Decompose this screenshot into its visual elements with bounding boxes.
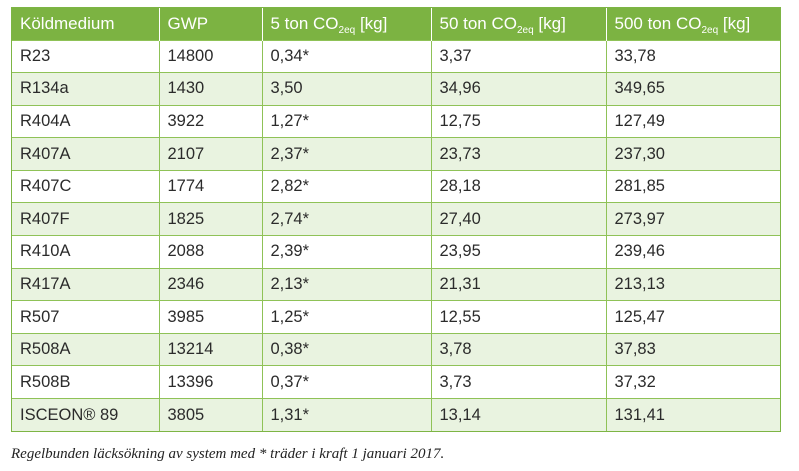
- cell-5-ton: 2,82*: [261, 169, 431, 203]
- header-refrigerant: Köldmedium: [20, 13, 115, 33]
- cell-5-ton: 1,31*: [261, 398, 431, 432]
- cell-50-ton: 27,40: [430, 202, 606, 236]
- table-row: ISCEON® 89 3805 1,31* 13,14 131,41: [12, 398, 780, 432]
- cell-5-ton: 0,38*: [261, 332, 431, 366]
- refrigerant-gwp-table-container: Köldmedium GWP 5 ton CO2eq [kg] 50 ton C…: [11, 7, 781, 433]
- cell-50-ton: 23,95: [430, 235, 606, 269]
- cell-500-ton: 237,30: [605, 137, 780, 171]
- cell-50-ton: 21,31: [430, 267, 606, 301]
- table-row: R407F 1825 2,74* 27,40 273,97: [12, 202, 780, 236]
- cell-gwp: 1430: [158, 72, 262, 106]
- cell-refrigerant: R508B: [12, 365, 159, 399]
- refrigerant-gwp-table: Köldmedium GWP 5 ton CO2eq [kg] 50 ton C…: [12, 8, 780, 432]
- cell-5-ton: 2,37*: [261, 137, 431, 171]
- cell-50-ton: 12,75: [430, 104, 606, 138]
- cell-gwp: 2107: [158, 137, 262, 171]
- cell-5-ton: 3,50: [261, 72, 431, 106]
- cell-gwp: 2088: [158, 235, 262, 269]
- cell-refrigerant: R410A: [12, 235, 159, 269]
- cell-50-ton: 28,18: [430, 169, 606, 203]
- cell-refrigerant: R507: [12, 300, 159, 334]
- cell-refrigerant: R417A: [12, 267, 159, 301]
- cell-refrigerant: ISCEON® 89: [12, 398, 159, 432]
- cell-gwp: 3922: [158, 104, 262, 138]
- header-500-ton-co2eq: 500 ton CO2eq [kg]: [605, 8, 780, 40]
- cell-gwp: 1825: [158, 202, 262, 236]
- cell-50-ton: 3,73: [430, 365, 606, 399]
- cell-gwp: 14800: [158, 39, 262, 73]
- table-row: R23 14800 0,34* 3,37 33,78: [12, 39, 780, 73]
- table-footnote: Regelbunden läcksökning av system med * …: [11, 446, 445, 462]
- cell-5-ton: 2,74*: [261, 202, 431, 236]
- header-5-ton-co2eq: 5 ton CO2eq [kg]: [261, 8, 431, 40]
- cell-500-ton: 37,32: [605, 365, 780, 399]
- cell-500-ton: 273,97: [605, 202, 780, 236]
- cell-5-ton: 1,27*: [261, 104, 431, 138]
- table-row: R410A 2088 2,39* 23,95 239,46: [12, 235, 780, 269]
- cell-500-ton: 239,46: [605, 235, 780, 269]
- cell-50-ton: 34,96: [430, 72, 606, 106]
- table-header-row: Köldmedium GWP 5 ton CO2eq [kg] 50 ton C…: [12, 8, 780, 40]
- cell-5-ton: 1,25*: [261, 300, 431, 334]
- cell-5-ton: 0,37*: [261, 365, 431, 399]
- header-gwp: GWP: [158, 8, 262, 40]
- cell-5-ton: 2,13*: [261, 267, 431, 301]
- cell-50-ton: 3,78: [430, 332, 606, 366]
- cell-refrigerant: R407A: [12, 137, 159, 171]
- cell-gwp: 1774: [158, 169, 262, 203]
- table-row: R508B 13396 0,37* 3,73 37,32: [12, 365, 780, 399]
- table-row: R134a 1430 3,50 34,96 349,65: [12, 72, 780, 106]
- cell-500-ton: 131,41: [605, 398, 780, 432]
- cell-500-ton: 37,83: [605, 332, 780, 366]
- cell-50-ton: 23,73: [430, 137, 606, 171]
- cell-gwp: 13396: [158, 365, 262, 399]
- cell-5-ton: 0,34*: [261, 39, 431, 73]
- cell-50-ton: 13,14: [430, 398, 606, 432]
- cell-500-ton: 349,65: [605, 72, 780, 106]
- cell-500-ton: 213,13: [605, 267, 780, 301]
- table-row: R407A 2107 2,37* 23,73 237,30: [12, 137, 780, 171]
- cell-refrigerant: R508A: [12, 332, 159, 366]
- cell-50-ton: 3,37: [430, 39, 606, 73]
- table-row: R507 3985 1,25* 12,55 125,47: [12, 300, 780, 334]
- cell-500-ton: 281,85: [605, 169, 780, 203]
- cell-500-ton: 33,78: [605, 39, 780, 73]
- cell-gwp: 3985: [158, 300, 262, 334]
- cell-refrigerant: R407F: [12, 202, 159, 236]
- cell-refrigerant: R134a: [12, 72, 159, 106]
- cell-50-ton: 12,55: [430, 300, 606, 334]
- cell-refrigerant: R23: [12, 39, 159, 73]
- table-row: R407C 1774 2,82* 28,18 281,85: [12, 169, 780, 203]
- cell-500-ton: 125,47: [605, 300, 780, 334]
- table-row: R404A 3922 1,27* 12,75 127,49: [12, 104, 780, 138]
- cell-gwp: 3805: [158, 398, 262, 432]
- header-50-ton-co2eq: 50 ton CO2eq [kg]: [430, 8, 606, 40]
- cell-refrigerant: R407C: [12, 169, 159, 203]
- cell-500-ton: 127,49: [605, 104, 780, 138]
- cell-gwp: 2346: [158, 267, 262, 301]
- cell-5-ton: 2,39*: [261, 235, 431, 269]
- table-row: R508A 13214 0,38* 3,78 37,83: [12, 332, 780, 366]
- table-row: R417A 2346 2,13* 21,31 213,13: [12, 267, 780, 301]
- cell-refrigerant: R404A: [12, 104, 159, 138]
- cell-gwp: 13214: [158, 332, 262, 366]
